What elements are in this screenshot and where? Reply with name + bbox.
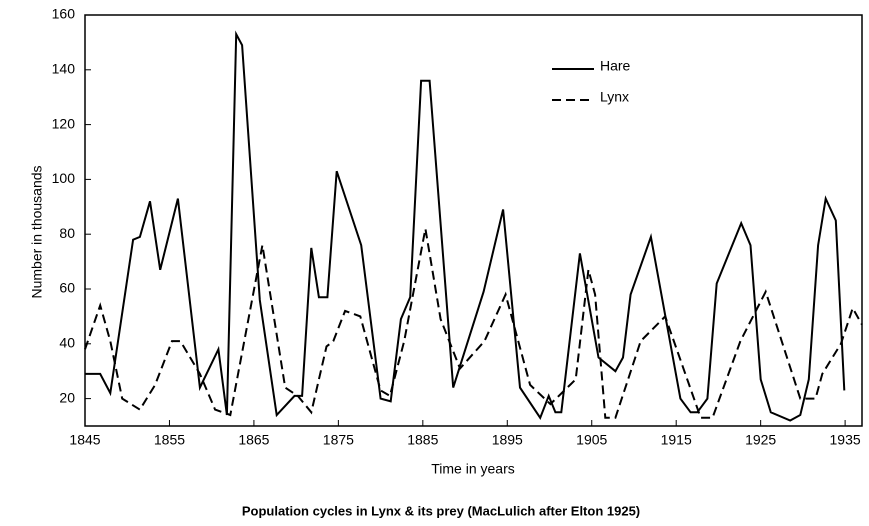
x-tick-label: 1925 xyxy=(745,432,776,448)
y-tick-label: 160 xyxy=(52,6,76,22)
y-tick-label: 20 xyxy=(59,389,75,405)
legend-label: Lynx xyxy=(600,89,629,105)
x-tick-label: 1855 xyxy=(154,432,185,448)
x-tick-label: 1895 xyxy=(492,432,523,448)
y-tick-label: 120 xyxy=(52,115,76,131)
legend-label: Hare xyxy=(600,58,631,74)
series-line xyxy=(84,228,863,419)
x-tick-label: 1935 xyxy=(830,432,861,448)
x-tick-label: 1845 xyxy=(69,432,100,448)
x-tick-label: 1885 xyxy=(407,432,438,448)
plot-frame xyxy=(84,14,863,427)
x-axis-label: Time in years xyxy=(431,461,515,477)
series-line xyxy=(85,30,846,422)
x-tick-label: 1875 xyxy=(323,432,354,448)
y-tick-label: 140 xyxy=(52,61,76,77)
y-tick-label: 60 xyxy=(59,280,75,296)
caption: Population cycles in Lynx & its prey (Ma… xyxy=(242,503,640,518)
x-tick-label: 1905 xyxy=(576,432,607,448)
y-tick-label: 80 xyxy=(59,225,75,241)
x-tick-label: 1915 xyxy=(661,432,692,448)
y-tick-label: 100 xyxy=(52,170,76,186)
y-tick-label: 40 xyxy=(59,335,75,351)
x-tick-label: 1865 xyxy=(238,432,269,448)
y-axis-label: Number in thousands xyxy=(29,165,45,298)
